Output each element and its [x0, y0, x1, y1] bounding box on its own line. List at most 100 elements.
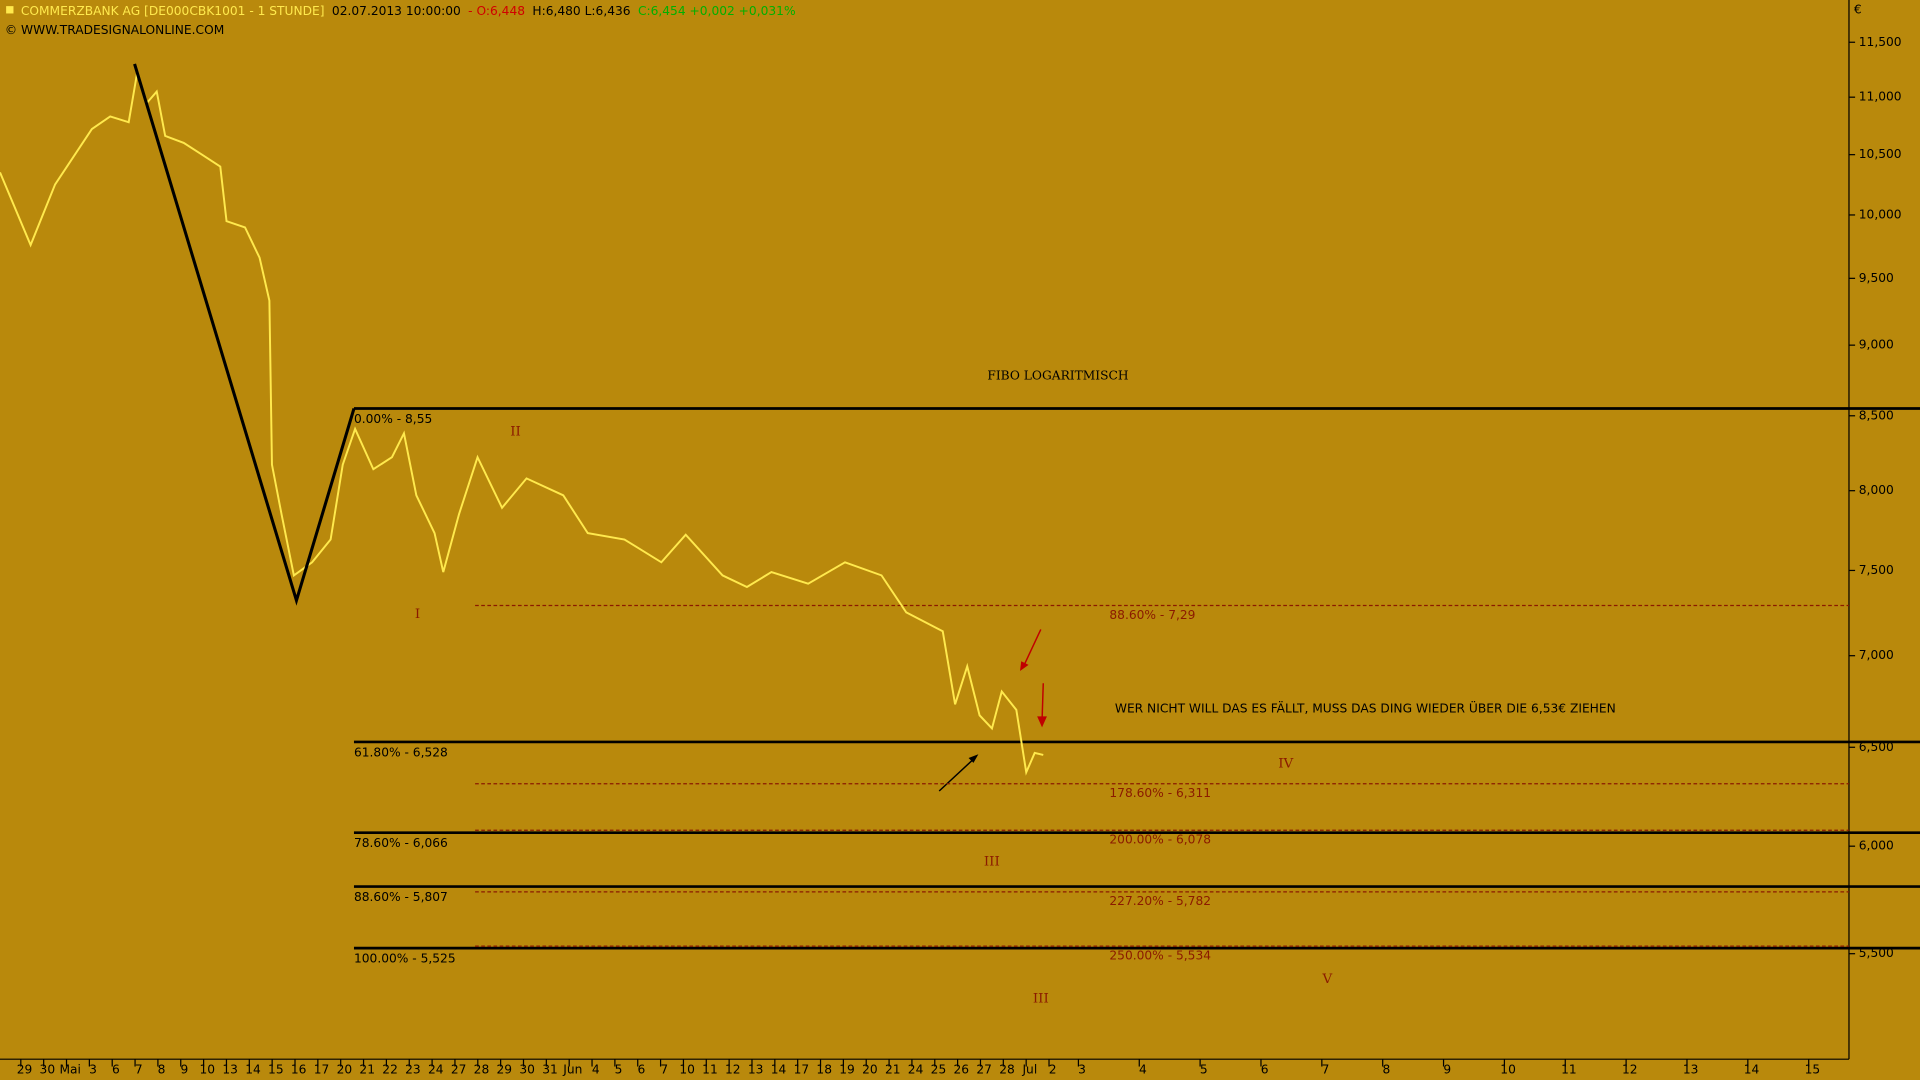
x-tick-label: 22 [382, 1063, 398, 1077]
x-tick-label: 10 [199, 1063, 215, 1077]
x-tick-label: 8 [158, 1063, 166, 1077]
wave-label: III [1033, 992, 1049, 1007]
x-tick-label: 12 [725, 1063, 741, 1077]
header-part: - O:6,448 [468, 4, 525, 18]
wave-label: V [1321, 972, 1332, 987]
y-tick-label: 11,000 [1859, 90, 1902, 104]
x-tick-label: 6 [1261, 1063, 1269, 1077]
extension-label: 227.20% - 5,782 [1109, 894, 1211, 908]
copyright: © WWW.TRADESIGNALONLINE.COM [5, 23, 224, 37]
x-tick-label: 10 [1500, 1063, 1516, 1077]
header-part: 02.07.2013 10:00:00 [332, 4, 461, 18]
x-tick-label: 10 [679, 1063, 695, 1077]
x-tick-label: 18 [816, 1063, 832, 1077]
extension-label: 178.60% - 6,311 [1109, 786, 1211, 800]
header-part: C:6,454 +0,002 +0,031% [638, 4, 796, 18]
x-tick-label: 17 [314, 1063, 330, 1077]
arrow [1041, 683, 1044, 722]
x-tick-label: 13 [222, 1063, 238, 1077]
x-tick-label: 3 [1078, 1063, 1086, 1077]
arrow [938, 758, 974, 792]
x-tick-label: 13 [1683, 1063, 1699, 1077]
x-tick-label: Jul [1021, 1063, 1037, 1077]
y-tick-label: 5,500 [1859, 946, 1894, 960]
wave-label: II [510, 425, 521, 440]
y-tick-label: 8,000 [1859, 483, 1894, 497]
annotation: WER NICHT WILL DAS ES FÄLLT, MUSS DAS DI… [1115, 699, 1616, 715]
x-tick-label: 13 [748, 1063, 764, 1077]
retracement-label: 61.80% - 6,528 [354, 745, 448, 759]
header-part: H:6,480 L:6,436 [532, 4, 630, 18]
x-tick-label: 30 [40, 1063, 56, 1077]
x-tick-label: 27 [451, 1063, 467, 1077]
arrow [1023, 629, 1042, 667]
x-tick-label: 29 [497, 1063, 513, 1077]
zigzag-line [133, 63, 356, 606]
x-tick-label: 9 [181, 1063, 189, 1077]
x-tick-label: 11 [702, 1063, 718, 1077]
x-tick-label: 23 [405, 1063, 421, 1077]
wave-label: III [984, 855, 1000, 870]
arrow-head [1037, 716, 1047, 728]
retracement-label: 100.00% - 5,525 [354, 952, 456, 966]
x-tick-label: 14 [1744, 1063, 1760, 1077]
x-tick-label: 28 [999, 1063, 1015, 1077]
header-part: COMMERZBANK AG [DE000CBK1001 - 1 STUNDE] [21, 4, 325, 18]
extension-label: 250.00% - 5,534 [1109, 948, 1211, 962]
x-tick-label: Mai [59, 1063, 80, 1077]
x-tick-label: 14 [245, 1063, 261, 1077]
arrows [938, 629, 1047, 792]
y-tick-label: 7,000 [1859, 648, 1894, 662]
x-tick-label: 15 [268, 1063, 284, 1077]
chart-title: FIBO LOGARITMISCH [987, 368, 1128, 382]
x-tick-label: 24 [908, 1063, 924, 1077]
x-tick-label: 7 [135, 1063, 143, 1077]
header: COMMERZBANK AG [DE000CBK1001 - 1 STUNDE]… [21, 4, 796, 18]
retracement-label: 88.60% - 5,807 [354, 890, 448, 904]
x-tick-label: 14 [771, 1063, 787, 1077]
retracement-label: 0.00% - 8,55 [354, 412, 432, 426]
x-tick-label: 31 [542, 1063, 558, 1077]
x-tick-label: 6 [112, 1063, 120, 1077]
retracement-label: 78.60% - 6,066 [354, 836, 448, 850]
x-tick-label: 21 [885, 1063, 901, 1077]
y-tick-label: 8,500 [1859, 408, 1894, 422]
x-tick-label: 17 [794, 1063, 810, 1077]
x-tick-label: 12 [1622, 1063, 1638, 1077]
x-tick-label: 20 [337, 1063, 353, 1077]
y-tick-label: 6,000 [1859, 839, 1894, 853]
arrow-head [1020, 661, 1029, 672]
x-tick-label: 21 [359, 1063, 375, 1077]
x-tick-label: 30 [519, 1063, 535, 1077]
x-tick-label: 4 [592, 1063, 600, 1077]
x-tick-label: 26 [954, 1063, 970, 1077]
x-tick-label: 24 [428, 1063, 444, 1077]
arrow-head [968, 754, 979, 763]
y-tick-label: 9,500 [1859, 271, 1894, 285]
x-tick-label: 29 [17, 1063, 33, 1077]
x-tick-label: 9 [1443, 1063, 1451, 1077]
x-tick-label: 27 [976, 1063, 992, 1077]
x-tick-label: 2 [1049, 1063, 1057, 1077]
x-tick-label: 7 [660, 1063, 668, 1077]
header-icon [6, 6, 14, 14]
currency: € [1854, 2, 1862, 16]
x-tick-label: 11 [1561, 1063, 1577, 1077]
x-tick-label: 6 [638, 1063, 646, 1077]
x-tick-label: 8 [1382, 1063, 1390, 1077]
x-tick-label: 4 [1139, 1063, 1147, 1077]
x-tick-label: 5 [1200, 1063, 1208, 1077]
y-tick-label: 11,500 [1859, 35, 1902, 49]
y-tick-label: 10,000 [1859, 207, 1902, 221]
wave-label: IV [1278, 757, 1293, 772]
x-tick-label: 15 [1805, 1063, 1821, 1077]
x-tick-label: 7 [1322, 1063, 1330, 1077]
x-tick-label: 25 [931, 1063, 947, 1077]
x-tick-label: 20 [862, 1063, 878, 1077]
price-line [0, 72, 1044, 776]
wave-label: I [415, 607, 420, 622]
x-tick-label: 16 [291, 1063, 307, 1077]
x-tick-label: 19 [839, 1063, 855, 1077]
